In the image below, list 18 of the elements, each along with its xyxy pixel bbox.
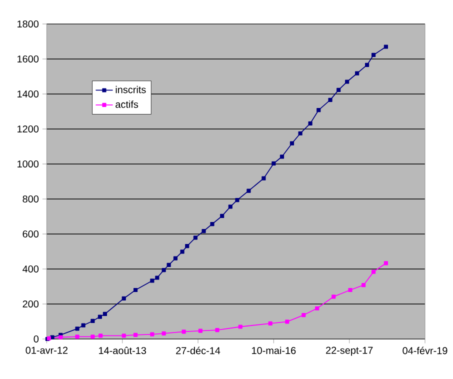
y-tick-label: 600 <box>22 230 39 238</box>
y-tick-label: 1200 <box>18 125 39 133</box>
x-tick-label: 27-déc-14 <box>176 346 220 354</box>
x-tick-label: 01-avr-12 <box>26 346 68 354</box>
y-tick-label: 1400 <box>18 90 39 98</box>
x-tick-label: 10-mai-16 <box>252 346 296 354</box>
legend-label: inscrits <box>116 86 146 94</box>
x-tick-label: 14-août-13 <box>99 346 146 354</box>
x-tick-label: 04-févr-19 <box>402 346 448 354</box>
y-tick-label: 0 <box>34 335 39 343</box>
y-tick-label: 400 <box>22 265 39 273</box>
y-tick-label: 1600 <box>18 55 39 63</box>
y-tick-label: 800 <box>22 195 39 203</box>
y-tick-label: 200 <box>22 300 39 308</box>
y-tick-label: 1800 <box>18 20 39 28</box>
x-tick-label: 22-sept-17 <box>326 346 373 356</box>
y-tick-label: 1000 <box>18 160 39 168</box>
legend-label: actifs <box>116 100 138 108</box>
